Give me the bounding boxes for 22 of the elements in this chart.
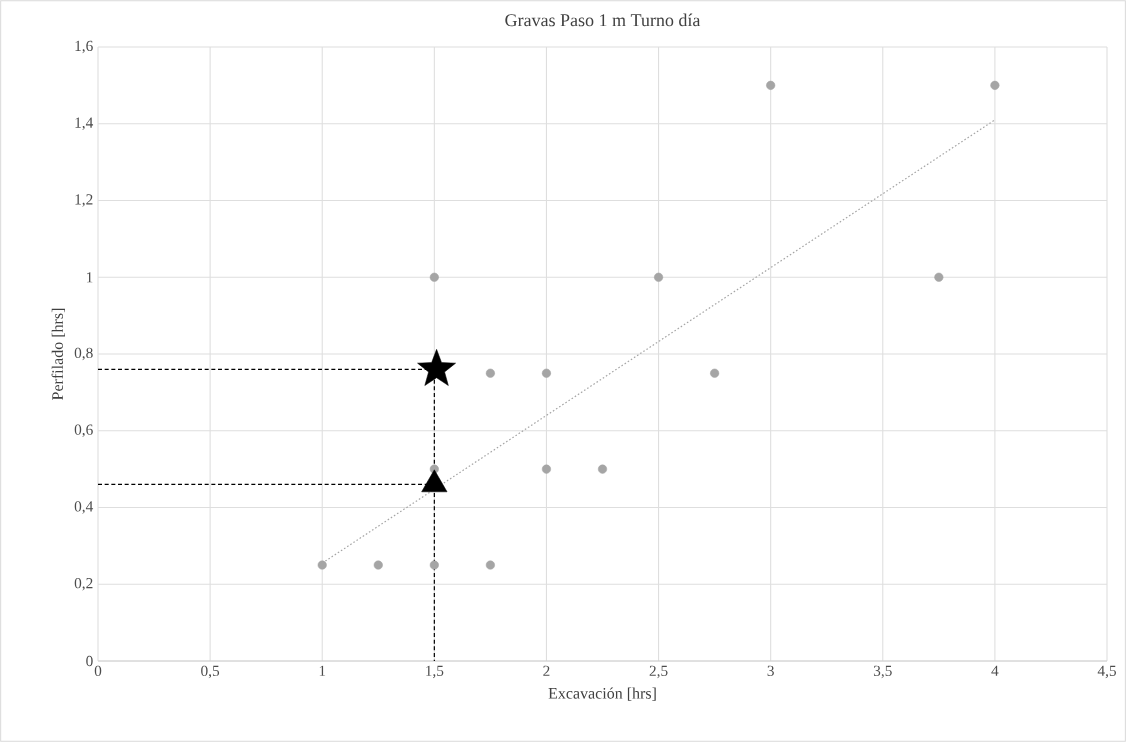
x-tick-label: 0,5	[201, 665, 220, 679]
x-tick-label: 2,5	[649, 665, 668, 679]
x-tick-label: 3	[767, 665, 774, 677]
y-axis-title: Perfilado [hrs]	[51, 308, 65, 400]
y-tick-label: 0,6	[74, 424, 93, 438]
y-tick-label: 0	[86, 655, 93, 667]
x-axis-title: Excavación [hrs]	[548, 687, 656, 701]
x-tick-label: 1	[319, 665, 326, 676]
x-tick-label: 4	[991, 665, 999, 676]
x-tick-label: 3,5	[873, 665, 892, 679]
y-tick-label: 1,6	[75, 40, 93, 54]
y-tick-label: 1,2	[75, 194, 93, 207]
y-tick-label: 0,4	[74, 501, 94, 514]
y-tick-label: 0,8	[74, 347, 93, 361]
x-tick-label: 0	[94, 665, 102, 677]
y-tick-label: 0,2	[74, 577, 93, 591]
chart-title: Gravas Paso 1 m Turno día	[505, 13, 701, 27]
y-tick-label: 1,4	[75, 117, 94, 130]
x-tick-label: 2	[543, 665, 550, 676]
x-tick-label: 1,5	[426, 665, 444, 679]
x-tick-label: 4,5	[1097, 665, 1116, 679]
y-tick-label: 1	[86, 272, 93, 283]
